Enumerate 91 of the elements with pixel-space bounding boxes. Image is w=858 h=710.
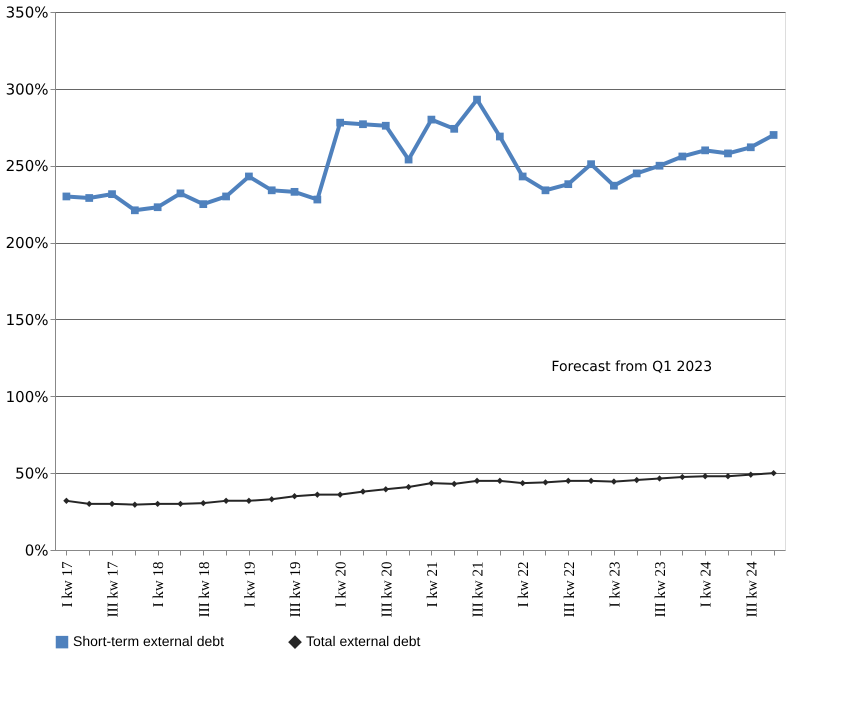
point: [132, 501, 138, 508]
y-tick-label: 0%: [24, 542, 48, 560]
x-tick-label: I kw 23: [607, 562, 624, 608]
point: [130, 206, 139, 214]
point: [724, 150, 732, 158]
x-tick-label: III kw 17: [106, 561, 122, 618]
point: [656, 475, 663, 482]
point: [610, 478, 618, 485]
point: [474, 478, 480, 484]
point: [404, 156, 412, 164]
point: [176, 190, 184, 198]
point: [268, 496, 275, 502]
point: [748, 472, 754, 478]
point: [678, 152, 686, 160]
point: [246, 498, 252, 504]
point: [405, 484, 412, 490]
point: [63, 498, 70, 504]
y-tick-label: 200%: [6, 234, 48, 252]
x-tick-label: III kw 18: [196, 562, 213, 618]
point: [108, 500, 116, 508]
x-tick-label: I kw 24: [698, 561, 715, 608]
point: [634, 476, 640, 484]
point: [268, 186, 276, 194]
point: [108, 190, 116, 198]
x-tick-label: I kw 19: [242, 562, 258, 608]
point: [746, 143, 755, 152]
legend-label: Short-term external debt: [73, 633, 224, 650]
x-tick-label: III kw 20: [379, 562, 396, 618]
point: [290, 188, 298, 196]
point: [473, 96, 481, 104]
point: [564, 180, 572, 188]
x-tick-label: I kw 20: [334, 562, 350, 608]
point: [496, 478, 504, 484]
point: [428, 480, 435, 486]
y-tick-label: 250%: [6, 157, 48, 176]
x-tick-label: III kw 21: [470, 562, 487, 618]
point: [702, 473, 708, 480]
point: [336, 492, 344, 498]
point: [382, 122, 390, 130]
point: [656, 162, 664, 170]
y-tick-label: 100%: [6, 388, 48, 406]
point: [428, 116, 436, 124]
point: [496, 132, 504, 140]
point: [359, 120, 367, 128]
annotation: Forecast from Q1 2023: [551, 359, 712, 376]
y-tick-label: 350%: [6, 4, 48, 22]
x-tick-label: I kw 22: [516, 562, 532, 608]
x-tick-label: I kw 17: [60, 561, 76, 608]
y-tick-label: 150%: [6, 310, 48, 329]
x-tick-label: I kw 21: [424, 562, 441, 608]
point: [199, 200, 208, 208]
point: [200, 500, 206, 506]
point: [518, 172, 527, 180]
point: [177, 500, 184, 508]
point: [587, 160, 595, 168]
x-tick-label: III kw 24: [744, 561, 760, 618]
point: [542, 186, 550, 194]
x-tick-label: III kw 22: [562, 562, 578, 618]
point: [336, 118, 344, 127]
point: [154, 203, 162, 212]
point: [222, 192, 230, 200]
point: [701, 146, 710, 154]
point: [360, 488, 366, 495]
point: [770, 131, 778, 139]
point: [610, 182, 618, 190]
point: [450, 124, 458, 133]
point: [382, 486, 389, 492]
point: [519, 480, 526, 486]
point: [314, 492, 321, 498]
point: [679, 474, 686, 480]
point: [770, 470, 777, 476]
point: [724, 473, 732, 480]
y-tick-label: 50%: [15, 464, 48, 483]
point: [86, 500, 92, 508]
point: [62, 192, 70, 200]
x-tick-label: I kw 18: [151, 562, 168, 608]
point: [313, 196, 322, 204]
point: [222, 498, 230, 504]
point: [154, 500, 161, 508]
point: [588, 478, 594, 484]
point: [565, 478, 572, 484]
y-tick-label: 300%: [6, 80, 48, 98]
legend-label: Total external debt: [306, 633, 421, 650]
point: [85, 194, 94, 202]
point: [542, 479, 549, 486]
point: [451, 480, 458, 488]
x-tick-label: III kw 19: [288, 562, 304, 618]
point: [245, 172, 253, 180]
point: [291, 493, 298, 500]
x-tick-label: III kw 23: [653, 562, 670, 618]
point: [632, 170, 641, 178]
